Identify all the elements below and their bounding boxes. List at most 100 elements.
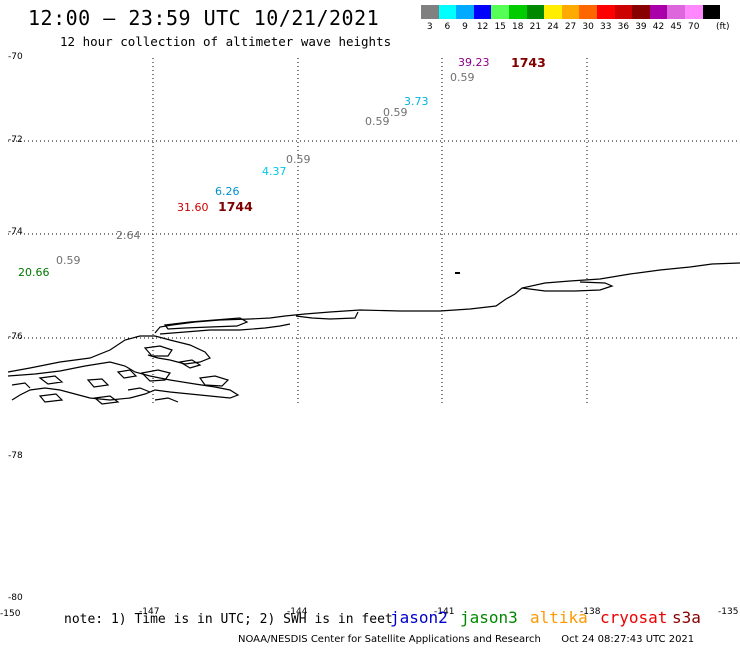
coast-segment: [127, 387, 151, 393]
legend-item: 21: [526, 5, 545, 32]
legend-item: [702, 5, 721, 32]
satellite-name: s3a: [672, 608, 701, 627]
island-outline: [163, 317, 249, 330]
island-outline: [198, 375, 230, 387]
legend-swatch: [421, 5, 439, 19]
legend-item: 18: [508, 5, 527, 32]
map-title: 12:00 — 23:59 UTC 10/21/2021: [28, 6, 380, 30]
legend-item: 27: [561, 5, 580, 32]
coast-segment: [521, 281, 614, 292]
legend-swatch: [438, 5, 457, 19]
wave-height-label: 0.59: [383, 106, 408, 119]
footer-agency: NOAA/NESDIS Center for Satellite Applica…: [238, 634, 541, 645]
island-outline: [38, 393, 64, 403]
lon-label: -147: [139, 607, 160, 617]
legend-swatch: [667, 5, 685, 19]
legend-swatch: [596, 5, 615, 19]
lon-label: -144: [287, 607, 308, 617]
wave-height-label: 20.66: [18, 266, 50, 279]
wave-height-label: 2.64: [116, 229, 141, 242]
legend-unit: (ft): [716, 22, 730, 32]
wave-height-label: 3.73: [404, 95, 429, 108]
legend-label: 42: [652, 22, 665, 32]
units-note: note: 1) Time is in UTC; 2) SWH is in fe…: [64, 612, 393, 627]
legend-swatch: [491, 5, 509, 19]
lon-label: -150: [0, 609, 21, 619]
lat-label: -72: [8, 135, 23, 145]
legend-swatch: [579, 5, 597, 19]
map-subtitle: 12 hour collection of altimeter wave hei…: [60, 34, 392, 49]
lat-label: -80: [8, 593, 23, 603]
legend-label: 36: [617, 22, 630, 32]
legend-item: 33: [596, 5, 615, 32]
ice-shelf-edge: [154, 262, 740, 334]
legend-swatch: [456, 5, 474, 19]
legend-swatch: [473, 5, 492, 19]
legend-swatch: [544, 5, 562, 19]
legend-label: 39: [635, 22, 647, 32]
wave-height-label: 0.59: [286, 153, 311, 166]
legend-item: 3: [421, 5, 439, 32]
legend-swatch: [614, 5, 633, 19]
satellite-name: jason2: [390, 608, 448, 627]
lat-label: -70: [8, 52, 23, 62]
wave-height-label: 6.26: [215, 185, 240, 198]
island-outline: [86, 378, 110, 388]
legend-swatch: [649, 5, 668, 19]
legend-label: 21: [529, 22, 542, 32]
legend-label: 18: [512, 22, 524, 32]
track-time-label: 1743: [511, 55, 546, 70]
legend-item: 12: [473, 5, 492, 32]
island-outline: [93, 395, 120, 405]
legend-label: 70: [687, 22, 700, 32]
legend-item: 42: [649, 5, 668, 32]
legend-swatch: [702, 5, 721, 19]
legend-swatch: [508, 5, 527, 19]
legend-label: 30: [582, 22, 594, 32]
lon-label: -135: [718, 607, 739, 617]
legend-label: 9: [462, 22, 468, 32]
wave-height-label: 4.37: [262, 165, 287, 178]
legend-item: 15: [491, 5, 509, 32]
coast-segment: [7, 335, 155, 373]
legend-item: 39: [632, 5, 650, 32]
legend-item: 36: [614, 5, 633, 32]
track-time-label: 1744: [218, 199, 253, 214]
legend-label: 45: [670, 22, 682, 32]
island-outline: [143, 345, 173, 357]
legend-swatch: [684, 5, 703, 19]
wave-height-label: 0.59: [365, 115, 390, 128]
legend-label: 6: [444, 22, 451, 32]
legend-swatch: [632, 5, 650, 19]
legend-item: 45: [667, 5, 685, 32]
coast-segment: [147, 335, 211, 365]
legend-label: 24: [547, 22, 559, 32]
island-outline: [140, 369, 172, 382]
legend-label: 33: [600, 22, 612, 32]
lon-label: -141: [434, 607, 455, 617]
small-island: [455, 272, 460, 274]
legend-label: 12: [476, 22, 489, 32]
longitude-gridlines: [152, 58, 588, 405]
legend-item: 9: [456, 5, 474, 32]
wave-height-label: 39.23: [458, 56, 490, 69]
lat-label: -76: [8, 332, 23, 342]
coast-segment: [154, 397, 179, 403]
legend-label: 15: [494, 22, 506, 32]
island-outline: [38, 375, 64, 385]
footer-timestamp: Oct 24 08:27:43 UTC 2021: [561, 634, 695, 645]
wave-height-color-legend: 3 6 9 12 15 18 21 24 27 30 33 36 39 42 45 70: [421, 5, 721, 32]
legend-item: 6: [438, 5, 457, 32]
legend-item: 70: [684, 5, 703, 32]
satellite-name: altika: [530, 608, 588, 627]
legend-swatch: [561, 5, 580, 19]
wave-height-label: 0.59: [56, 254, 81, 267]
wave-height-label: 0.59: [450, 71, 475, 84]
footer-credit: NOAA/NESDIS Center for Satellite Applica…: [238, 634, 694, 645]
legend-label: 3: [426, 22, 433, 32]
coast-segment: [295, 311, 359, 320]
legend-swatch: [526, 5, 545, 19]
legend-item: 30: [579, 5, 597, 32]
legend-item: 24: [544, 5, 562, 32]
